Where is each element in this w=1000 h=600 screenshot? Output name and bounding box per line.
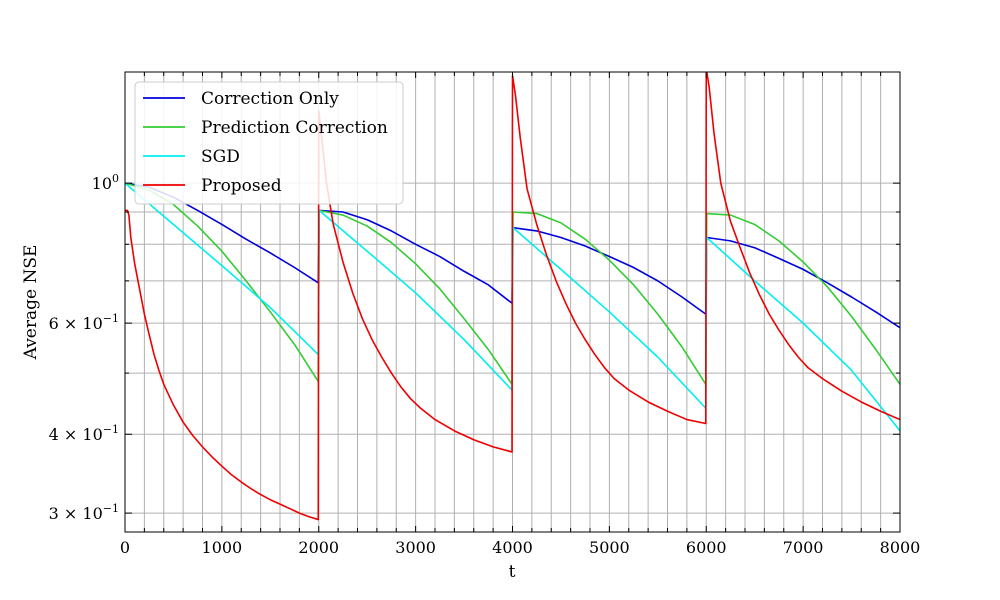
y-axis-label: Average NSE (21, 245, 41, 361)
y-tick-label: 6 × 10−1 (49, 312, 119, 333)
legend-label-sgd: SGD (201, 147, 240, 167)
y-tick-label-base: 6 × 10 (49, 314, 103, 333)
x-tick-label: 4000 (492, 538, 533, 557)
legend-label-prediction-correction: Prediction Correction (201, 118, 388, 138)
series-line-proposed (125, 72, 900, 521)
y-tick-label: 100 (92, 172, 119, 193)
legend: Correction Only Prediction Correction SGD P… (134, 81, 404, 205)
x-tick-label: 1000 (202, 538, 243, 557)
legend-label-correction-only: Correction Only (201, 89, 339, 109)
y-tick-label-exponent: 0 (112, 172, 119, 185)
y-tick-label-exponent: −1 (103, 423, 119, 436)
y-tick-label: 4 × 10−1 (49, 423, 119, 444)
x-tick-label: 2000 (298, 538, 339, 557)
x-tick-label: 7000 (783, 538, 824, 557)
x-tick-label: 8000 (880, 538, 921, 557)
legend-label-proposed: Proposed (201, 176, 282, 196)
y-tick-label-exponent: −1 (103, 312, 119, 325)
y-tick-label-exponent: −1 (103, 502, 119, 515)
y-tick-label-base: 4 × 10 (49, 425, 103, 444)
y-tick-label-base: 3 × 10 (49, 504, 103, 523)
y-tick-label: 3 × 10−1 (49, 502, 119, 523)
x-tick-label: 6000 (686, 538, 727, 557)
y-tick-label-base: 10 (92, 174, 112, 193)
axis-ticks (124, 72, 901, 532)
legend-box (134, 81, 404, 205)
series-lines (125, 72, 900, 521)
x-tick-label: 3000 (395, 538, 436, 557)
x-axis-label: t (509, 562, 516, 582)
x-tick-label: 5000 (589, 538, 630, 557)
x-tick-label: 0 (120, 538, 130, 557)
